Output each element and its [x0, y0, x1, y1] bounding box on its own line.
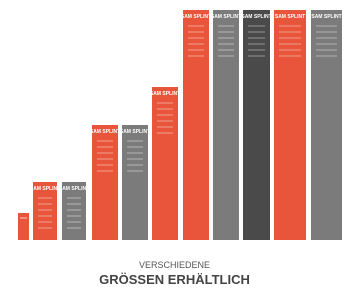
splint-brand: SAM SPLINT	[30, 186, 60, 192]
caption-line-2: GRÖSSEN ERHÄLTLICH	[99, 272, 250, 287]
splint	[92, 125, 118, 240]
page: SAM SPLINTSAM SPLINTSAM SPLINTSAM SPLINT…	[0, 0, 349, 294]
splint	[274, 10, 306, 240]
splint-brand: SAM SPLINT	[311, 14, 341, 20]
splint-brand: SAM SPLINT	[90, 129, 120, 135]
splint-brand: SAM SPLINT	[211, 14, 241, 20]
splint-brand: SAM SPLINT	[181, 14, 211, 20]
caption-line-1: VERSCHIEDENE	[139, 260, 210, 270]
splint	[152, 87, 178, 240]
splint	[183, 10, 209, 240]
splint-brand: SAM SPLINT	[241, 14, 271, 20]
splint	[213, 10, 239, 240]
splint	[18, 213, 29, 240]
splint-brand: SAM SPLINT	[59, 186, 89, 192]
product-image: SAM SPLINTSAM SPLINTSAM SPLINTSAM SPLINT…	[0, 0, 349, 294]
splint	[122, 125, 148, 240]
splint	[243, 10, 270, 240]
splint-brand: SAM SPLINT	[120, 129, 150, 135]
splint-brand: SAM SPLINT	[150, 91, 180, 97]
splint	[311, 10, 342, 240]
splint-brand: SAM SPLINT	[275, 14, 305, 20]
